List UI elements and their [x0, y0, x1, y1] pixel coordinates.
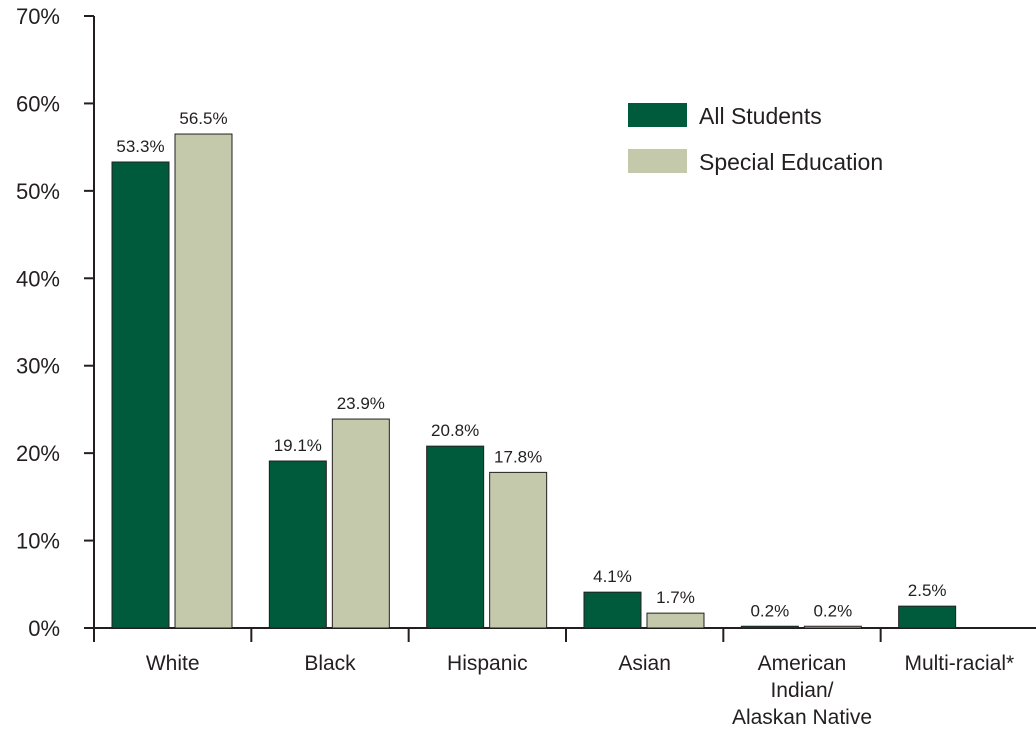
bar	[426, 445, 485, 629]
legend-swatch	[628, 103, 687, 127]
category-label: Multi-racial*	[904, 652, 1014, 675]
chart-labels: White Black Hispanic Asian American Indian/Al…	[116, 109, 1014, 729]
legend-swatch	[628, 149, 687, 173]
chart-bars	[111, 133, 957, 629]
legend-label: Special Education	[699, 149, 883, 175]
y-tick-label: 0%	[28, 616, 60, 641]
bar	[583, 591, 642, 629]
bar	[803, 625, 862, 629]
category-label: Indian/	[770, 679, 833, 702]
y-tick-label: 70%	[16, 4, 60, 29]
bar	[646, 612, 705, 629]
legend-label: All Students	[699, 103, 822, 129]
y-tick-label: 20%	[16, 441, 60, 466]
data-label: 2.5%	[908, 581, 947, 600]
y-tick-label: 50%	[16, 179, 60, 204]
category-label: Hispanic	[447, 652, 528, 675]
y-tick-label: 60%	[16, 91, 60, 116]
data-label: 1.7%	[656, 588, 695, 607]
data-label: 53.3%	[116, 137, 164, 156]
y-tick-label: 10%	[16, 529, 60, 554]
data-label: 19.1%	[274, 436, 322, 455]
category-label: Asian	[618, 652, 671, 675]
data-label: 20.8%	[431, 421, 479, 440]
category-label: American	[758, 652, 847, 675]
data-label: 0.2%	[750, 601, 789, 620]
chart-legend: All Students Special Education	[628, 103, 883, 175]
data-label: 17.8%	[494, 447, 542, 466]
y-tick-label: 30%	[16, 354, 60, 379]
data-label: 0.2%	[813, 601, 852, 620]
category-label: Alaskan Native	[732, 706, 872, 729]
bar	[331, 418, 390, 629]
bar	[268, 460, 327, 629]
bar	[898, 605, 957, 629]
data-label: 23.9%	[337, 394, 385, 413]
data-label: 56.5%	[179, 109, 227, 128]
category-label: White	[146, 652, 200, 675]
bar	[111, 161, 170, 629]
y-tick-label: 40%	[16, 266, 60, 291]
category-label: Black	[304, 652, 356, 675]
bar	[740, 625, 799, 629]
bar	[174, 133, 233, 629]
bar	[489, 471, 548, 629]
chart-axes: 0% 10% 20% 30% 40% 50% 60% 70%	[16, 4, 1036, 642]
data-label: 4.1%	[593, 567, 632, 586]
